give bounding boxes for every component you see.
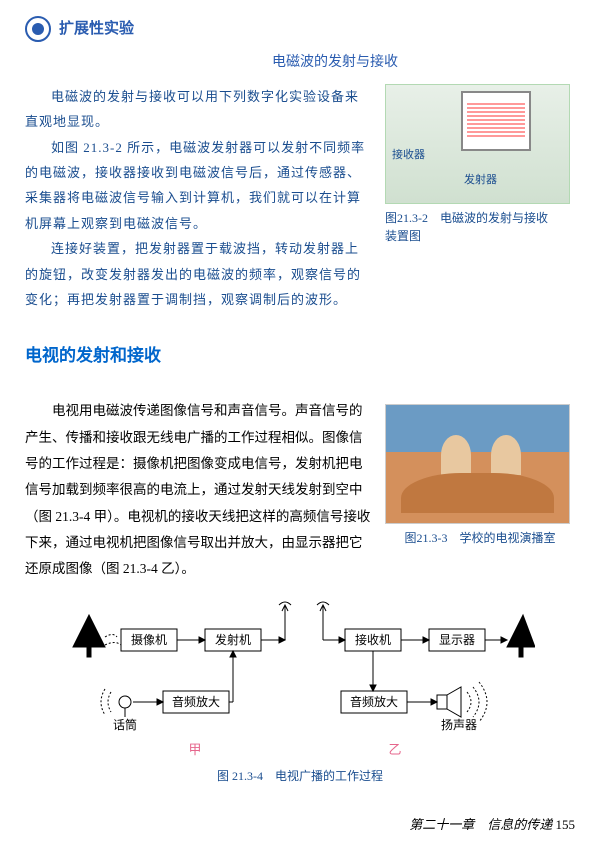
section-tv-title: 电视的发射和接收 [25,340,575,372]
experiment-text: 电磁波的发射与接收可以用下列数字化实验设备来直观地显现。 如图 21.3-2 所… [25,84,371,312]
fig1-caption-line1: 图21.3-2 电磁波的发射与接收 [385,211,548,225]
emitter-label: 发射器 [464,170,497,191]
figure-21-3-2: 接收器 发射器 图21.3-2 电磁波的发射与接收 装置图 [385,84,575,312]
experiment-columns: 电磁波的发射与接收可以用下列数字化实验设备来直观地显现。 如图 21.3-2 所… [25,84,575,312]
chapter-label: 第二十一章 信息的传递 [409,817,552,832]
receiver-label: 接收器 [392,145,425,166]
desk-icon [401,473,554,513]
figure-21-3-3: 图21.3-3 学校的电视演播室 [385,404,575,582]
box-receiver: 接收机 [355,632,391,647]
figure-2-caption: 图21.3-3 学校的电视演播室 [385,529,575,547]
box-transmitter: 发射机 [215,632,251,647]
tv-text: 电视用电磁波传递图像信号和声音信号。声音信号的产生、传播和接收跟无线电广播的工作… [25,398,371,582]
box-display: 显示器 [439,633,475,647]
experiment-header: 扩展性实验 [25,15,575,44]
header-badge: 扩展性实验 [59,15,134,44]
box-audio-amp-l: 音频放大 [172,694,220,709]
fig1-caption-line2: 装置图 [385,229,421,243]
monitor-icon [461,91,531,151]
figure-device-image: 接收器 发射器 [385,84,570,204]
sublabel-right: 乙 [388,742,401,757]
tv-columns: 电视用电磁波传递图像信号和声音信号。声音信号的产生、传播和接收跟无线电广播的工作… [25,398,575,582]
mic-label: 话筒 [113,717,137,732]
figure-1-caption: 图21.3-2 电磁波的发射与接收 装置图 [385,209,575,245]
studio-image [385,404,570,524]
logo-icon [25,16,51,42]
exp-para-2: 如图 21.3-2 所示，电磁波发射器可以发射不同频率的电磁波，接收器接收到电磁… [25,135,371,236]
presenter-icon [441,435,471,475]
exp-para-3: 连接好装置，把发射器置于载波挡，转动发射器上的旋钮，改变发射器发出的电磁波的频率… [25,236,371,312]
sublabel-left: 甲 [188,742,201,757]
page-number: 155 [556,817,576,832]
figure-21-3-4: 摄像机 发射机 话筒 音频放大 [65,597,535,788]
speaker-label: 扬声器 [441,717,477,732]
page-footer: 第二十一章 信息的传递 155 [409,813,575,838]
box-camera: 摄像机 [131,632,167,647]
presenter-icon [491,435,521,475]
diagram-caption: 图 21.3-4 电视广播的工作过程 [65,765,535,788]
box-audio-amp-r: 音频放大 [350,694,398,709]
header-subtitle: 电磁波的发射与接收 [95,48,575,75]
exp-para-1: 电磁波的发射与接收可以用下列数字化实验设备来直观地显现。 [25,84,371,135]
tv-flowchart: 摄像机 发射机 话筒 音频放大 [65,597,535,767]
tv-para: 电视用电磁波传递图像信号和声音信号。声音信号的产生、传播和接收跟无线电广播的工作… [25,398,371,582]
